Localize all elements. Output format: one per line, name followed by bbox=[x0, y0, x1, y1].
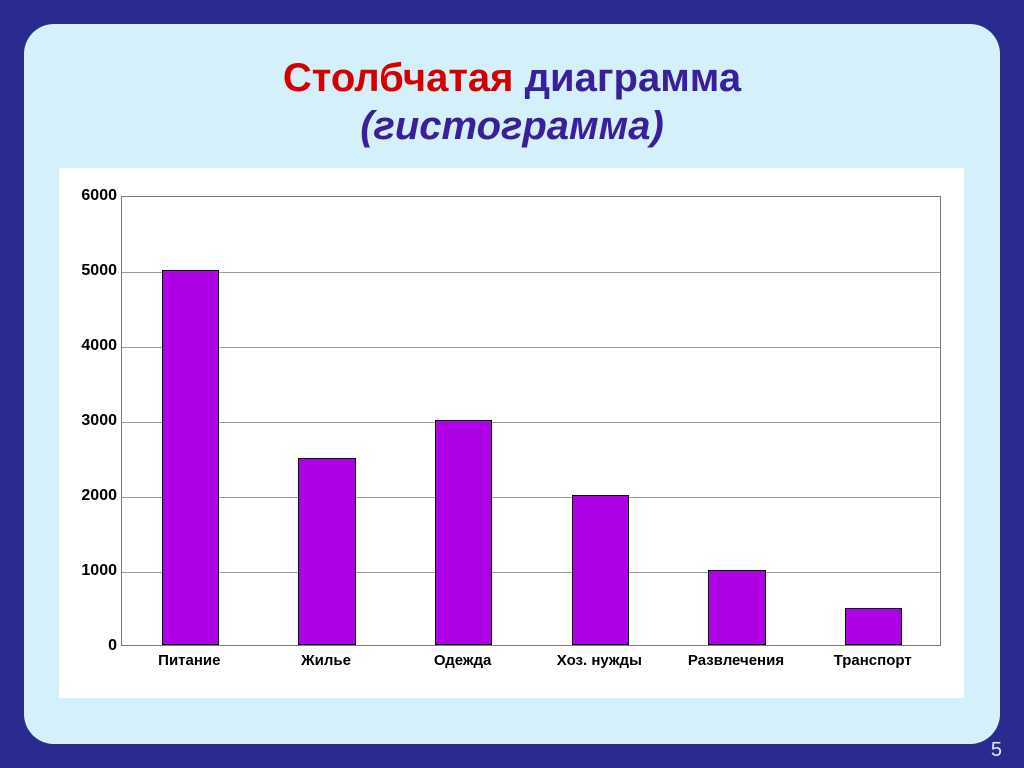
gridline bbox=[122, 572, 940, 573]
slide-frame: Столбчатая диаграмма (гистограмма) 0 1000… bbox=[0, 0, 1024, 768]
y-tick-label: 0 bbox=[59, 637, 117, 655]
gridline bbox=[122, 422, 940, 423]
slide-panel: Столбчатая диаграмма (гистограмма) 0 1000… bbox=[24, 24, 1000, 744]
y-tick-label: 6000 bbox=[59, 187, 117, 205]
bar bbox=[435, 420, 492, 645]
bar bbox=[572, 495, 629, 645]
plot-area bbox=[121, 196, 941, 646]
x-tick-label: Транспорт bbox=[834, 652, 912, 669]
chart-container: 0 1000 2000 3000 4000 5000 6000 Питание Жилье Оде… bbox=[59, 168, 964, 698]
page-number: 5 bbox=[991, 739, 1002, 762]
chart-title: Столбчатая диаграмма (гистограмма) bbox=[59, 54, 965, 150]
bar bbox=[845, 608, 902, 646]
y-tick-label: 3000 bbox=[59, 412, 117, 430]
gridline bbox=[122, 347, 940, 348]
title-subtitle: (гистограмма) bbox=[360, 104, 664, 148]
x-tick-label: Развлечения bbox=[688, 652, 784, 669]
y-tick-label: 5000 bbox=[59, 262, 117, 280]
gridline bbox=[122, 497, 940, 498]
x-tick-label: Хоз. нужды bbox=[557, 652, 642, 669]
y-tick-label: 4000 bbox=[59, 337, 117, 355]
gridline bbox=[122, 272, 940, 273]
title-word-2: диаграмма bbox=[525, 56, 741, 100]
x-tick-label: Одежда bbox=[434, 652, 491, 669]
bar bbox=[298, 458, 355, 646]
bar bbox=[708, 570, 765, 645]
x-tick-label: Питание bbox=[158, 652, 220, 669]
y-tick-label: 2000 bbox=[59, 487, 117, 505]
x-tick-label: Жилье bbox=[301, 652, 351, 669]
bar bbox=[162, 270, 219, 645]
title-word-1: Столбчатая bbox=[283, 56, 514, 100]
y-tick-label: 1000 bbox=[59, 562, 117, 580]
